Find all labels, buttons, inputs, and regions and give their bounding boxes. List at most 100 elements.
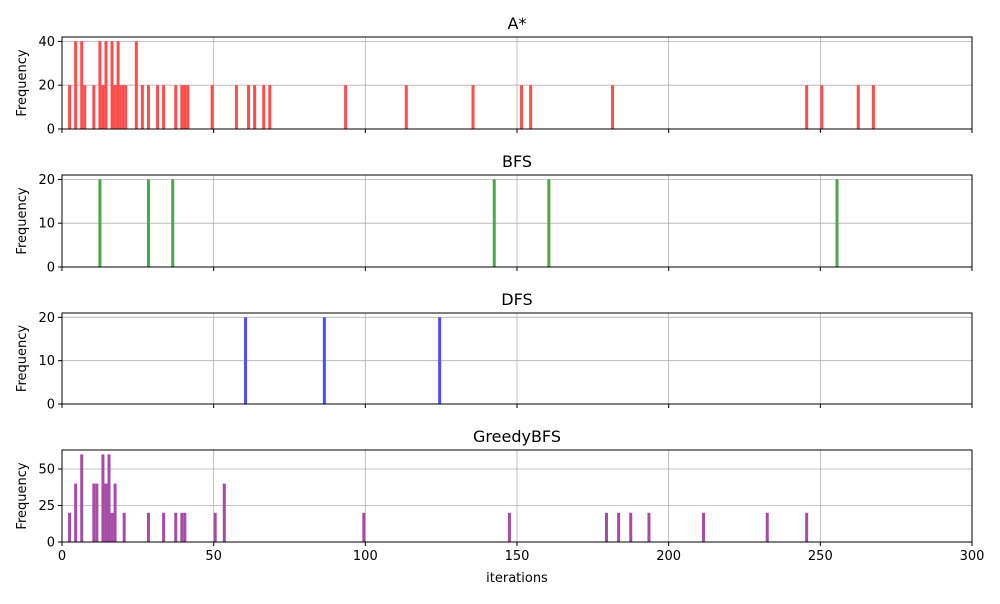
bar-4-15 bbox=[180, 512, 184, 542]
bar-1-29 bbox=[262, 85, 266, 129]
bar-1-8 bbox=[104, 41, 108, 129]
y-tick-label: 0 bbox=[47, 261, 55, 276]
bar-1-35 bbox=[529, 85, 533, 129]
bar-1-14 bbox=[121, 85, 125, 129]
bar-4-14 bbox=[174, 512, 178, 542]
x-tick-label: 50 bbox=[205, 549, 222, 564]
x-tick-label: 250 bbox=[808, 549, 833, 564]
bar-1-9 bbox=[110, 41, 114, 129]
chart-title: BFS bbox=[502, 152, 532, 171]
bar-1-26 bbox=[234, 85, 238, 129]
bar-1-1 bbox=[68, 85, 72, 129]
bar-4-26 bbox=[765, 512, 769, 542]
y-axis-label: Frequency bbox=[15, 462, 30, 529]
bar-1-22 bbox=[180, 85, 184, 129]
bar-4-16 bbox=[183, 512, 187, 542]
chart-title: A* bbox=[508, 14, 527, 33]
y-tick-label: 10 bbox=[38, 354, 55, 369]
subplot-4: 0 50 100 150 200 250 300 0 25 50 GreedyBFS Frequenc… bbox=[15, 427, 984, 586]
bar-1-2 bbox=[74, 41, 78, 129]
bar-4-13 bbox=[162, 512, 166, 542]
bar-4-2 bbox=[74, 483, 78, 542]
bar-4-27 bbox=[805, 512, 809, 542]
bar-1-39 bbox=[856, 85, 860, 129]
subplot-2: 0 10 20 BFS Frequency bbox=[15, 152, 973, 276]
bar-1-4 bbox=[83, 85, 87, 129]
bar-1-36 bbox=[611, 85, 615, 129]
bar-3-3 bbox=[438, 317, 442, 404]
bar-4-8 bbox=[107, 454, 111, 542]
bar-1-18 bbox=[146, 85, 150, 129]
bar-1-11 bbox=[115, 85, 119, 129]
subplot-1: 0 20 40 A* Frequency bbox=[15, 14, 973, 138]
y-tick-label: 50 bbox=[38, 462, 55, 477]
bar-1-21 bbox=[174, 85, 178, 129]
bar-1-34 bbox=[520, 85, 524, 129]
bar-2-3 bbox=[171, 179, 175, 267]
bar-1-3 bbox=[80, 41, 84, 129]
bar-2-1 bbox=[98, 179, 102, 267]
bar-1-32 bbox=[404, 85, 408, 129]
bar-4-3 bbox=[80, 454, 84, 542]
bar-4-19 bbox=[362, 512, 366, 542]
y-axis-label: Frequency bbox=[15, 187, 30, 254]
y-tick-label: 0 bbox=[47, 536, 55, 551]
bar-4-20 bbox=[507, 512, 511, 542]
x-tick-label: 200 bbox=[656, 549, 681, 564]
y-tick-label: 40 bbox=[38, 35, 55, 50]
bar-4-4 bbox=[92, 483, 96, 542]
bar-1-33 bbox=[471, 85, 475, 129]
bar-1-24 bbox=[186, 85, 190, 129]
bar-4-9 bbox=[110, 512, 114, 542]
bar-4-21 bbox=[604, 512, 608, 542]
bar-3-2 bbox=[322, 317, 326, 404]
x-tick-label: 150 bbox=[505, 549, 530, 564]
bar-1-5 bbox=[92, 85, 96, 129]
bar-1-37 bbox=[805, 85, 809, 129]
y-tick-label: 0 bbox=[47, 123, 55, 138]
chart-title: DFS bbox=[501, 290, 532, 309]
x-tick-label: 100 bbox=[353, 549, 378, 564]
bar-1-27 bbox=[247, 85, 251, 129]
bar-4-6 bbox=[101, 454, 105, 542]
y-axis-label: Frequency bbox=[15, 49, 30, 116]
bar-4-5 bbox=[95, 483, 99, 542]
y-tick-label: 20 bbox=[38, 173, 55, 188]
x-tick-label: 0 bbox=[58, 549, 66, 564]
bar-2-4 bbox=[492, 179, 496, 267]
bar-4-11 bbox=[122, 512, 126, 542]
x-tick-label: 300 bbox=[960, 549, 985, 564]
bar-1-16 bbox=[134, 41, 138, 129]
bar-3-1 bbox=[244, 317, 248, 404]
chart-title: GreedyBFS bbox=[473, 427, 561, 446]
bar-1-10 bbox=[112, 85, 116, 129]
bar-4-18 bbox=[222, 483, 226, 542]
bar-4-22 bbox=[617, 512, 621, 542]
y-axis-label: Frequency bbox=[15, 325, 30, 392]
y-tick-label: 25 bbox=[38, 499, 55, 514]
bar-4-12 bbox=[146, 512, 150, 542]
bar-1-15 bbox=[124, 85, 128, 129]
bar-1-6 bbox=[98, 41, 102, 129]
bar-1-13 bbox=[118, 85, 122, 129]
bar-1-30 bbox=[268, 85, 272, 129]
bar-4-24 bbox=[647, 512, 651, 542]
bar-1-28 bbox=[253, 85, 257, 129]
bar-1-12 bbox=[116, 41, 120, 129]
bar-1-38 bbox=[820, 85, 824, 129]
y-tick-label: 0 bbox=[47, 398, 55, 413]
bar-2-6 bbox=[835, 179, 839, 267]
bar-1-20 bbox=[162, 85, 166, 129]
bar-2-5 bbox=[547, 179, 551, 267]
bar-1-31 bbox=[344, 85, 348, 129]
bar-1-40 bbox=[871, 85, 875, 129]
bar-2-2 bbox=[146, 179, 150, 267]
bar-1-23 bbox=[183, 85, 187, 129]
bar-4-17 bbox=[213, 512, 217, 542]
bar-1-25 bbox=[210, 85, 214, 129]
bar-4-10 bbox=[113, 483, 117, 542]
bar-4-25 bbox=[702, 512, 706, 542]
y-tick-label: 20 bbox=[38, 311, 55, 326]
